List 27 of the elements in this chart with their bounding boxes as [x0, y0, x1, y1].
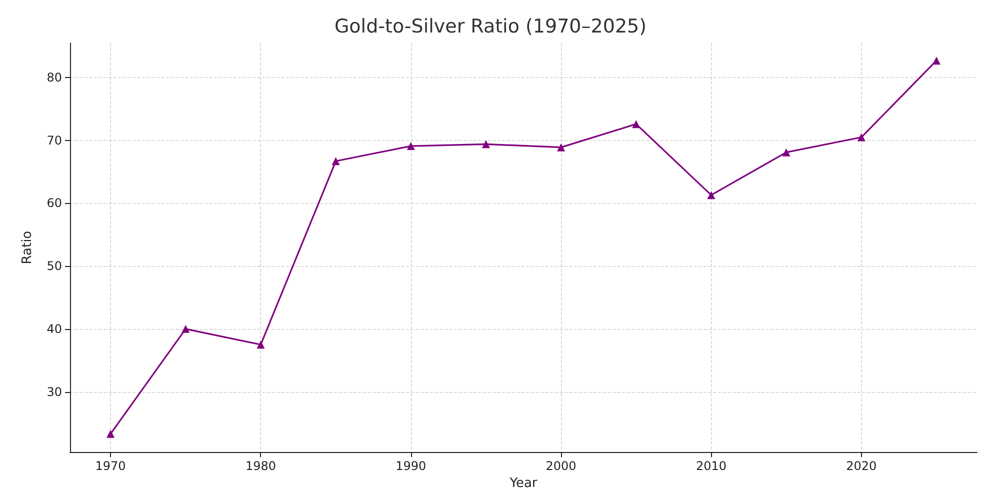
- point: [332, 157, 340, 166]
- x-tick-label: 1980: [245, 459, 276, 474]
- point: [932, 56, 940, 65]
- x-tick-label: 2020: [846, 459, 877, 474]
- x-tick-label: 1970: [95, 459, 126, 474]
- point: [632, 120, 640, 128]
- x-tick-label: 1990: [396, 459, 426, 474]
- y-axis-title: Ratio: [20, 230, 35, 264]
- point: [557, 143, 566, 152]
- y-tick-label: 60: [46, 196, 62, 210]
- point: [106, 430, 115, 438]
- point: [256, 340, 265, 349]
- chart-title: Gold-to-Silver Ratio (1970–2025): [334, 16, 647, 38]
- x-axis-title: Year: [508, 476, 538, 491]
- point: [182, 324, 190, 333]
- y-tick-label: 40: [46, 322, 62, 336]
- point: [707, 191, 716, 200]
- point: [857, 133, 866, 142]
- point: [482, 140, 490, 148]
- point: [782, 148, 790, 156]
- y-tick-label: 80: [46, 70, 62, 85]
- point: [406, 142, 415, 150]
- y-tick-label: 70: [46, 133, 62, 148]
- y-tick-label: 50: [46, 259, 62, 274]
- x-tick-label: 2010: [696, 459, 726, 474]
- x-tick-label: 2000: [546, 459, 576, 474]
- y-tick-label: 30: [46, 384, 62, 399]
